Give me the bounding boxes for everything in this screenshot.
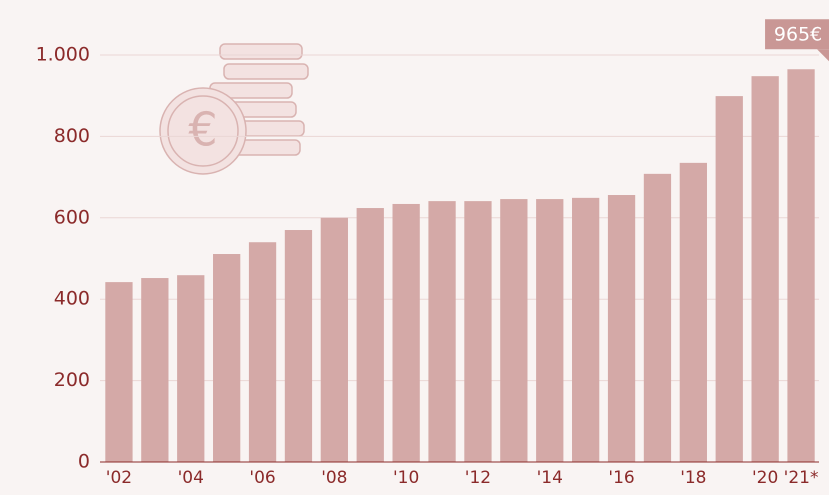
x-tick-label: '12 <box>465 468 491 488</box>
bar <box>357 208 384 462</box>
bar <box>428 201 455 462</box>
y-tick-label: 1.000 <box>36 44 90 66</box>
x-tick-label: '04 <box>178 468 204 488</box>
x-tick-label: '06 <box>249 468 275 488</box>
bar <box>680 163 707 462</box>
x-tick-label: '20 <box>752 468 778 488</box>
x-tick-label: '08 <box>321 468 347 488</box>
x-tick-label: '14 <box>537 468 563 488</box>
bar <box>321 218 348 462</box>
bar <box>608 195 635 462</box>
y-tick-label: 200 <box>54 369 90 391</box>
x-tick-label: '02 <box>106 468 132 488</box>
bar <box>393 204 420 462</box>
bar <box>716 96 743 462</box>
bar <box>464 201 491 462</box>
bar <box>536 199 563 462</box>
y-tick-label: 400 <box>54 288 90 310</box>
x-tick-label: '16 <box>608 468 634 488</box>
bar <box>500 199 527 462</box>
bar <box>644 174 671 462</box>
bar <box>105 282 132 462</box>
bar <box>752 76 779 462</box>
x-tick-label: '10 <box>393 468 419 488</box>
bar <box>572 198 599 462</box>
bar <box>249 242 276 462</box>
bar <box>285 230 312 462</box>
bar <box>787 69 814 462</box>
x-tick-label: '21* <box>784 468 819 488</box>
bar <box>141 278 168 462</box>
y-tick-label: 800 <box>54 125 90 147</box>
value-label: 965€ <box>774 24 822 46</box>
svg-text:€: € <box>188 103 217 157</box>
x-tick-label: '18 <box>680 468 706 488</box>
y-tick-label: 0 <box>78 451 90 473</box>
bar <box>213 254 240 462</box>
y-tick-label: 600 <box>54 206 90 228</box>
chart: € 0 200 400 600 800 1.000 '02 '04 '06 '08 '10 '12 '1… <box>0 0 829 495</box>
bar <box>177 275 204 462</box>
